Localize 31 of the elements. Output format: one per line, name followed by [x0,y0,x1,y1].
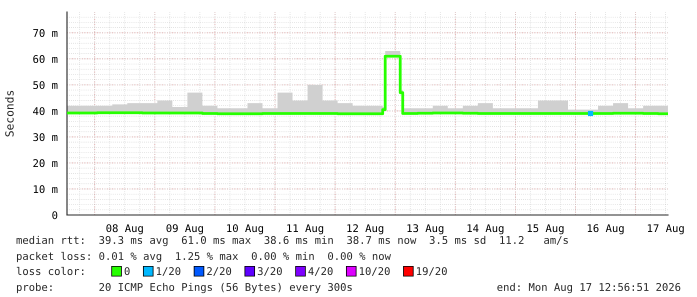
y-tick-label: 10 m [34,185,58,194]
legend-label: 1/20 [156,267,180,276]
y-tick-label: 60 m [33,55,58,64]
legend-label: 0 [124,267,130,276]
x-tick-label: 12 Aug [347,224,384,234]
x-tick-label: 11 Aug [287,224,324,234]
x-tick-label: 16 Aug [588,224,624,234]
legend-label: 10/20 [360,267,390,276]
text: probe: 20 ICMP Echo Pings (56 Bytes) every 300s [16,282,352,294]
x-tick-label: 10 Aug [227,224,264,234]
legend-label: 4/20 [308,267,333,276]
y-tick-label: 40 m [33,107,58,116]
x-tick-label: 14 Aug [468,224,504,234]
y-tick-label: 20 m [33,159,58,168]
text: packet loss: 0.01 % avg 1.25 % max 0.00 % min 0.00 % now [16,252,391,262]
y-tick-label: 50 m [33,81,58,90]
legend-label: 19/20 [417,267,447,276]
text: end: Mon Aug 17 12:56:51 2026 [497,282,680,294]
x-tick-label: 09 Aug [166,224,203,234]
legend-label: 2/20 [207,267,232,276]
y-tick-label: 0 [52,211,58,220]
x-tick-label: 13 Aug [407,224,444,234]
y-tick-label: 30 m [33,133,58,142]
x-tick-label: 08 Aug [106,224,143,234]
text: median rtt: 39.3 ms avg 61.0 ms max 38.6 ms min 38.7 ms now 3.5 ms sd 11.2 am/s [16,236,568,246]
y-axis-title: Seconds [5,90,14,136]
x-tick-label: 17 Aug [648,224,684,234]
y-tick-label: 70 m [33,29,58,38]
x-tick-label: 15 Aug [528,224,564,234]
legend-label: 3/20 [258,267,282,276]
legend-title: loss color: [16,266,84,276]
